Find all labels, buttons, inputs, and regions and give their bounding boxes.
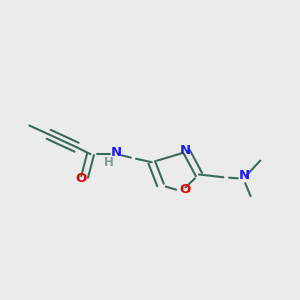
Text: O: O — [76, 172, 87, 185]
Text: N: N — [179, 143, 191, 157]
Text: H: H — [104, 156, 114, 170]
Text: N: N — [111, 146, 122, 159]
Text: O: O — [179, 183, 191, 196]
Text: N: N — [239, 169, 250, 182]
